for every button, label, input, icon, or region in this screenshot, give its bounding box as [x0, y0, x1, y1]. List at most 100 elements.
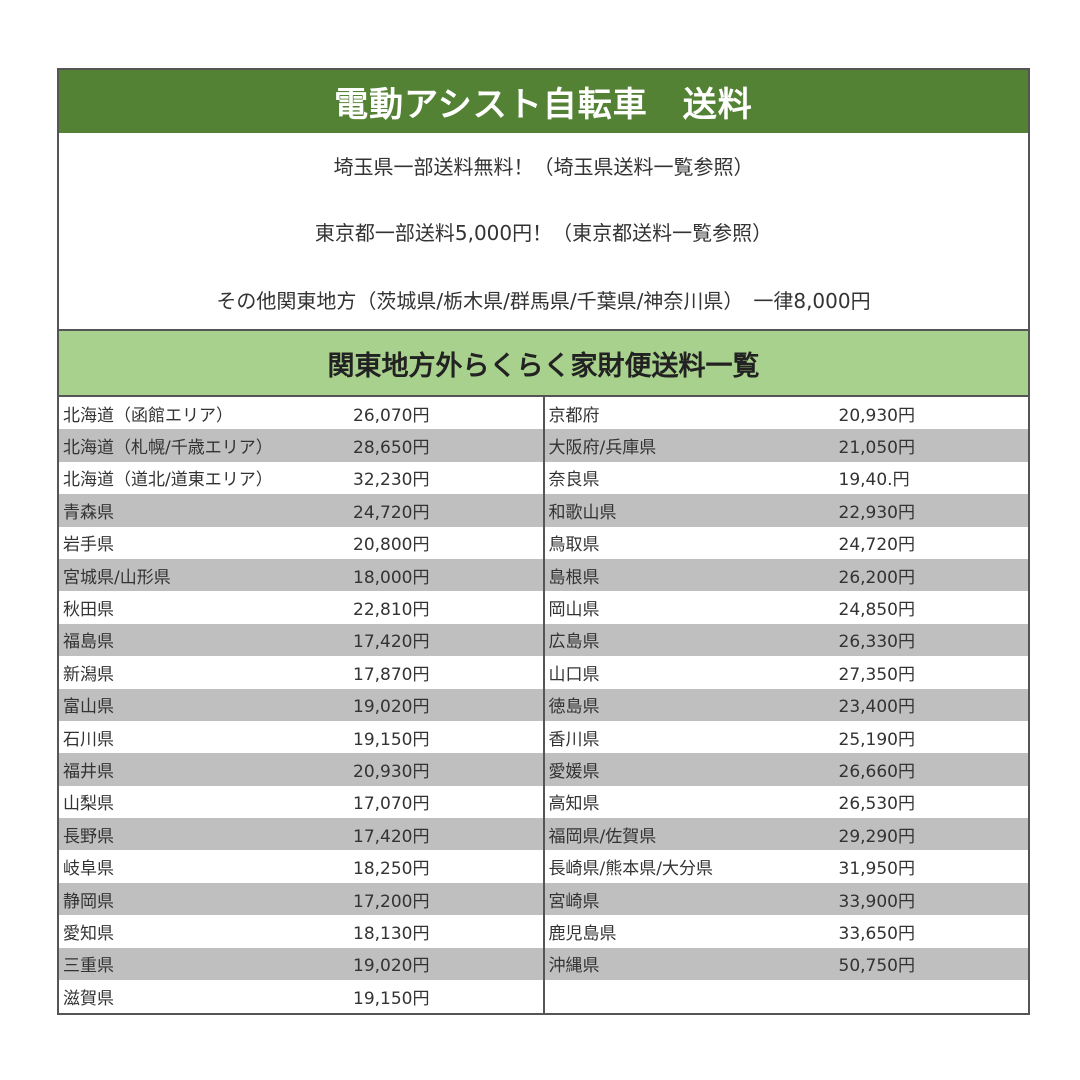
shipping-price: 17,200円 — [353, 891, 430, 912]
shipping-price: 26,330円 — [838, 632, 915, 653]
table-row: 富山県 19,020円 — [59, 688, 543, 721]
table-row: 岐阜県 18,250円 — [59, 850, 543, 882]
shipping-price: 19,150円 — [353, 988, 430, 1009]
shipping-price: 17,070円 — [353, 794, 430, 815]
region-name: 和歌山県 — [548, 502, 617, 523]
region-name: 岐阜県 — [63, 859, 114, 880]
region-name: 福井県 — [63, 761, 114, 782]
shipping-price: 33,900円 — [838, 891, 915, 912]
shipping-price: 26,660円 — [838, 761, 915, 782]
region-name: 京都府 — [548, 405, 600, 426]
table-row: 滋賀県 19,150円 — [59, 980, 543, 1012]
region-name: 北海道（札幌/千歳エリア） — [63, 438, 273, 459]
shipping-price: 24,720円 — [838, 535, 915, 556]
fee-table-left-column: 北海道（函館エリア） 26,070円 北海道（札幌/千歳エリア） 28,650円 北海道… — [59, 397, 545, 1013]
table-row: 北海道（札幌/千歳エリア） 28,650円 — [59, 429, 543, 462]
region-name: 岡山県 — [548, 600, 600, 621]
shipping-price: 22,930円 — [838, 502, 915, 523]
region-name: 大阪府/兵庫県 — [548, 438, 657, 459]
region-name: 三重県 — [63, 956, 114, 977]
region-name: 奈良県 — [548, 470, 600, 491]
shipping-price: 20,930円 — [838, 405, 915, 426]
region-name: 滋賀県 — [63, 988, 114, 1009]
table-row: 青森県 24,720円 — [59, 494, 543, 527]
table-row: 徳島県 23,400円 — [544, 688, 1028, 721]
info-line-kanto: その他関東地方（茨城県/栃木県/群馬県/千葉県/神奈川県） 一律8,000円 — [216, 289, 871, 313]
region-name: 山口県 — [548, 664, 600, 685]
fee-table-right-column: 京都府 20,930円 大阪府/兵庫県 21,050円 奈良県 19,40.円 和歌山県 22… — [544, 397, 1029, 1013]
shipping-price: 19,020円 — [353, 956, 430, 977]
region-name: 秋田県 — [63, 600, 114, 621]
table-row: 香川県 25,190円 — [545, 721, 1029, 753]
table-row — [545, 980, 1029, 1012]
shipping-price: 17,870円 — [353, 664, 430, 685]
region-name: 青森県 — [63, 502, 114, 523]
info-line-tokyo: 東京都一部送料5,000円！（東京都送料一覧参照） — [314, 221, 773, 245]
section-header: 関東地方外らくらく家財便送料一覧 — [59, 331, 1028, 397]
region-name: 静岡県 — [63, 891, 114, 912]
shipping-price: 25,190円 — [838, 729, 915, 750]
table-row: 秋田県 22,810円 — [59, 591, 543, 623]
region-name: 沖縄県 — [548, 956, 600, 977]
shipping-price: 18,000円 — [353, 567, 430, 588]
region-name: 岩手県 — [63, 535, 114, 556]
table-row: 新潟県 17,870円 — [59, 656, 543, 688]
shipping-price: 27,350円 — [838, 664, 915, 685]
shipping-price: 19,020円 — [353, 697, 430, 718]
region-name: 香川県 — [548, 729, 600, 750]
table-row: 岡山県 24,850円 — [545, 591, 1029, 623]
shipping-price: 20,800円 — [353, 535, 430, 556]
table-row: 広島県 26,330円 — [544, 623, 1028, 657]
shipping-price: 24,850円 — [838, 600, 915, 621]
region-name: 山梨県 — [63, 794, 114, 815]
region-name: 長崎県/熊本県/大分県 — [548, 859, 713, 880]
region-name: 新潟県 — [63, 664, 114, 685]
fee-table: 北海道（函館エリア） 26,070円 北海道（札幌/千歳エリア） 28,650円 北海道… — [59, 397, 1028, 1013]
table-row: 三重県 19,020円 — [59, 947, 543, 981]
region-name: 宮城県/山形県 — [63, 567, 171, 588]
shipping-price: 26,070円 — [353, 405, 430, 426]
table-row: 和歌山県 22,930円 — [544, 494, 1028, 527]
region-name: 長野県 — [63, 826, 114, 847]
shipping-price: 19,150円 — [353, 729, 430, 750]
table-row: 岩手県 20,800円 — [59, 527, 543, 559]
shipping-fee-sheet: 電動アシスト自転車 送料 埼玉県一部送料無料！（埼玉県送料一覧参照） 東京都一部… — [57, 68, 1030, 1015]
region-name: 北海道（函館エリア） — [63, 405, 233, 426]
table-row: 北海道（函館エリア） 26,070円 — [59, 397, 543, 429]
region-name: 広島県 — [548, 632, 600, 653]
shipping-price: 26,200円 — [838, 567, 915, 588]
region-name: 鳥取県 — [548, 535, 600, 556]
page-title: 電動アシスト自転車 送料 — [59, 70, 1028, 133]
table-row: 山口県 27,350円 — [545, 656, 1029, 688]
table-row: 長野県 17,420円 — [59, 818, 543, 851]
region-name: 北海道（道北/道東エリア） — [63, 470, 273, 491]
info-line-saitama: 埼玉県一部送料無料！（埼玉県送料一覧参照） — [333, 155, 754, 179]
table-row: 高知県 26,530円 — [545, 786, 1029, 818]
shipping-price: 50,750円 — [838, 956, 915, 977]
shipping-price: 20,930円 — [353, 761, 430, 782]
region-name: 宮崎県 — [548, 891, 600, 912]
table-row: 沖縄県 50,750円 — [544, 947, 1028, 981]
table-row: 大阪府/兵庫県 21,050円 — [544, 429, 1028, 462]
table-row: 愛媛県 26,660円 — [544, 753, 1028, 786]
table-row: 愛知県 18,130円 — [59, 915, 543, 947]
table-row: 宮城県/山形県 18,000円 — [59, 558, 543, 592]
table-row: 山梨県 17,070円 — [59, 786, 543, 818]
shipping-price: 29,290円 — [838, 826, 915, 847]
shipping-price: 31,950円 — [838, 859, 915, 880]
table-row: 宮崎県 33,900円 — [544, 882, 1028, 916]
shipping-price: 26,530円 — [838, 794, 915, 815]
table-row: 石川県 19,150円 — [59, 721, 543, 753]
shipping-price: 17,420円 — [353, 826, 430, 847]
region-name: 高知県 — [548, 794, 600, 815]
region-name: 徳島県 — [548, 697, 600, 718]
table-row: 北海道（道北/道東エリア） 32,230円 — [59, 462, 543, 494]
shipping-price: 24,720円 — [353, 502, 430, 523]
shipping-price: 32,230円 — [353, 470, 430, 491]
table-row: 長崎県/熊本県/大分県 31,950円 — [545, 850, 1029, 882]
region-name: 福岡県/佐賀県 — [548, 826, 657, 847]
table-row: 鳥取県 24,720円 — [545, 527, 1029, 559]
shipping-price: 21,050円 — [838, 438, 915, 459]
shipping-price: 28,650円 — [353, 438, 430, 459]
region-name: 福島県 — [63, 632, 114, 653]
